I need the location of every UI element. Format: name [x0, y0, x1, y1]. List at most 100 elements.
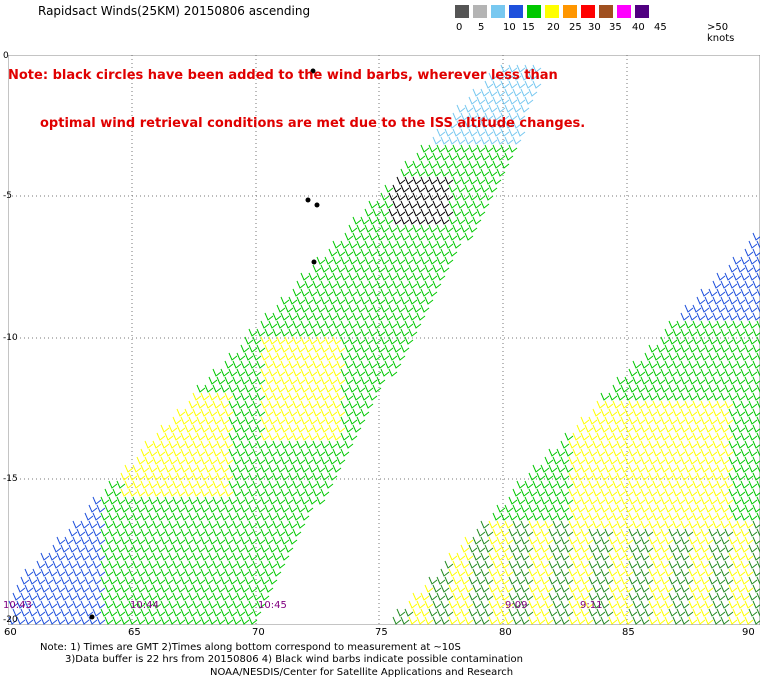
wind-barb	[516, 544, 526, 553]
wind-barb	[120, 488, 130, 497]
wind-barb	[592, 552, 602, 561]
wind-barb	[336, 376, 346, 385]
wind-barb	[400, 264, 410, 273]
wind-barb	[696, 568, 706, 577]
wind-barb	[704, 376, 714, 385]
wind-barb	[552, 616, 562, 625]
wind-barb	[648, 424, 658, 433]
wind-barb	[552, 472, 562, 481]
wind-barb	[184, 616, 194, 625]
wind-barb	[148, 496, 158, 505]
wind-barb	[456, 168, 466, 177]
wind-barb	[224, 392, 234, 401]
wind-barb	[384, 328, 394, 337]
wind-barb	[496, 136, 506, 145]
wind-barb	[732, 608, 742, 617]
wind-barb	[200, 520, 210, 529]
wind-barb-map	[8, 55, 760, 625]
wind-barb	[36, 560, 46, 569]
wind-barb	[352, 360, 362, 369]
wind-barb	[748, 288, 758, 297]
wind-barb	[196, 416, 206, 425]
wind-barb	[288, 504, 298, 513]
wind-barb	[628, 528, 638, 537]
wind-barb	[368, 200, 378, 209]
wind-barb	[172, 528, 182, 537]
wind-barb	[668, 560, 678, 569]
wind-barb	[444, 256, 454, 265]
wind-barb	[428, 176, 438, 185]
wind-barb	[344, 360, 354, 369]
wind-barb	[656, 488, 666, 497]
wind-barb	[548, 464, 558, 473]
wind-barb	[376, 280, 386, 289]
wind-barb	[516, 96, 526, 105]
wind-barb	[424, 584, 434, 593]
wind-barb	[324, 288, 334, 297]
wind-barb	[168, 536, 178, 545]
wind-barb	[740, 352, 750, 361]
wind-barb	[216, 584, 226, 593]
wind-barb	[704, 424, 714, 433]
wind-barb	[404, 224, 414, 233]
wind-barb	[228, 592, 238, 601]
wind-barb	[236, 576, 246, 585]
wind-barb	[744, 600, 754, 609]
wind-barb	[708, 336, 718, 345]
wind-barb	[172, 480, 182, 489]
wind-barb	[284, 304, 294, 313]
wind-barb	[432, 152, 442, 161]
wind-barb	[392, 200, 402, 209]
wind-barb	[268, 576, 278, 585]
wind-barb	[676, 320, 686, 329]
wind-barb	[432, 232, 442, 241]
wind-barb	[696, 520, 706, 529]
wind-barb	[228, 448, 238, 457]
wind-barb	[88, 616, 98, 625]
wind-barb	[608, 552, 618, 561]
wind-barb	[736, 440, 746, 449]
wind-barb	[756, 544, 760, 553]
wind-barb	[220, 496, 230, 505]
wind-barb	[216, 376, 226, 385]
wind-barb	[740, 528, 750, 537]
wind-barb	[272, 456, 282, 465]
wind-barb	[472, 552, 482, 561]
wind-barb	[328, 264, 338, 273]
wind-barb	[20, 608, 30, 617]
wind-barb	[40, 584, 50, 593]
wind-barb	[756, 560, 760, 569]
wind-barb	[180, 416, 190, 425]
wind-barb	[60, 544, 70, 553]
wind-barb	[136, 616, 146, 625]
wind-barb	[344, 440, 354, 449]
wind-barb	[196, 528, 206, 537]
wind-barb	[476, 576, 486, 585]
lat-lon-grid	[8, 55, 760, 625]
wind-barb	[536, 600, 546, 609]
wind-barb	[688, 488, 698, 497]
wind-barb	[112, 568, 122, 577]
wind-barb	[460, 160, 470, 169]
wind-barb	[220, 416, 230, 425]
wind-barb	[400, 184, 410, 193]
wind-barb	[600, 472, 610, 481]
wind-barb	[696, 488, 706, 497]
wind-barb	[76, 608, 86, 617]
wind-barb	[756, 432, 760, 441]
wind-barb	[628, 512, 638, 521]
wind-barb	[744, 424, 754, 433]
wind-barb	[224, 552, 234, 561]
wind-barb	[252, 352, 262, 361]
wind-barb	[496, 120, 506, 129]
wind-barb	[724, 368, 734, 377]
wind-barb	[572, 528, 582, 537]
wind-barb	[588, 480, 598, 489]
wind-barb	[596, 528, 606, 537]
wind-barb	[300, 272, 310, 281]
wind-barb	[604, 576, 614, 585]
wind-barb	[340, 288, 350, 297]
wind-barb	[460, 560, 470, 569]
wind-barb	[528, 552, 538, 561]
wind-barb	[220, 528, 230, 537]
